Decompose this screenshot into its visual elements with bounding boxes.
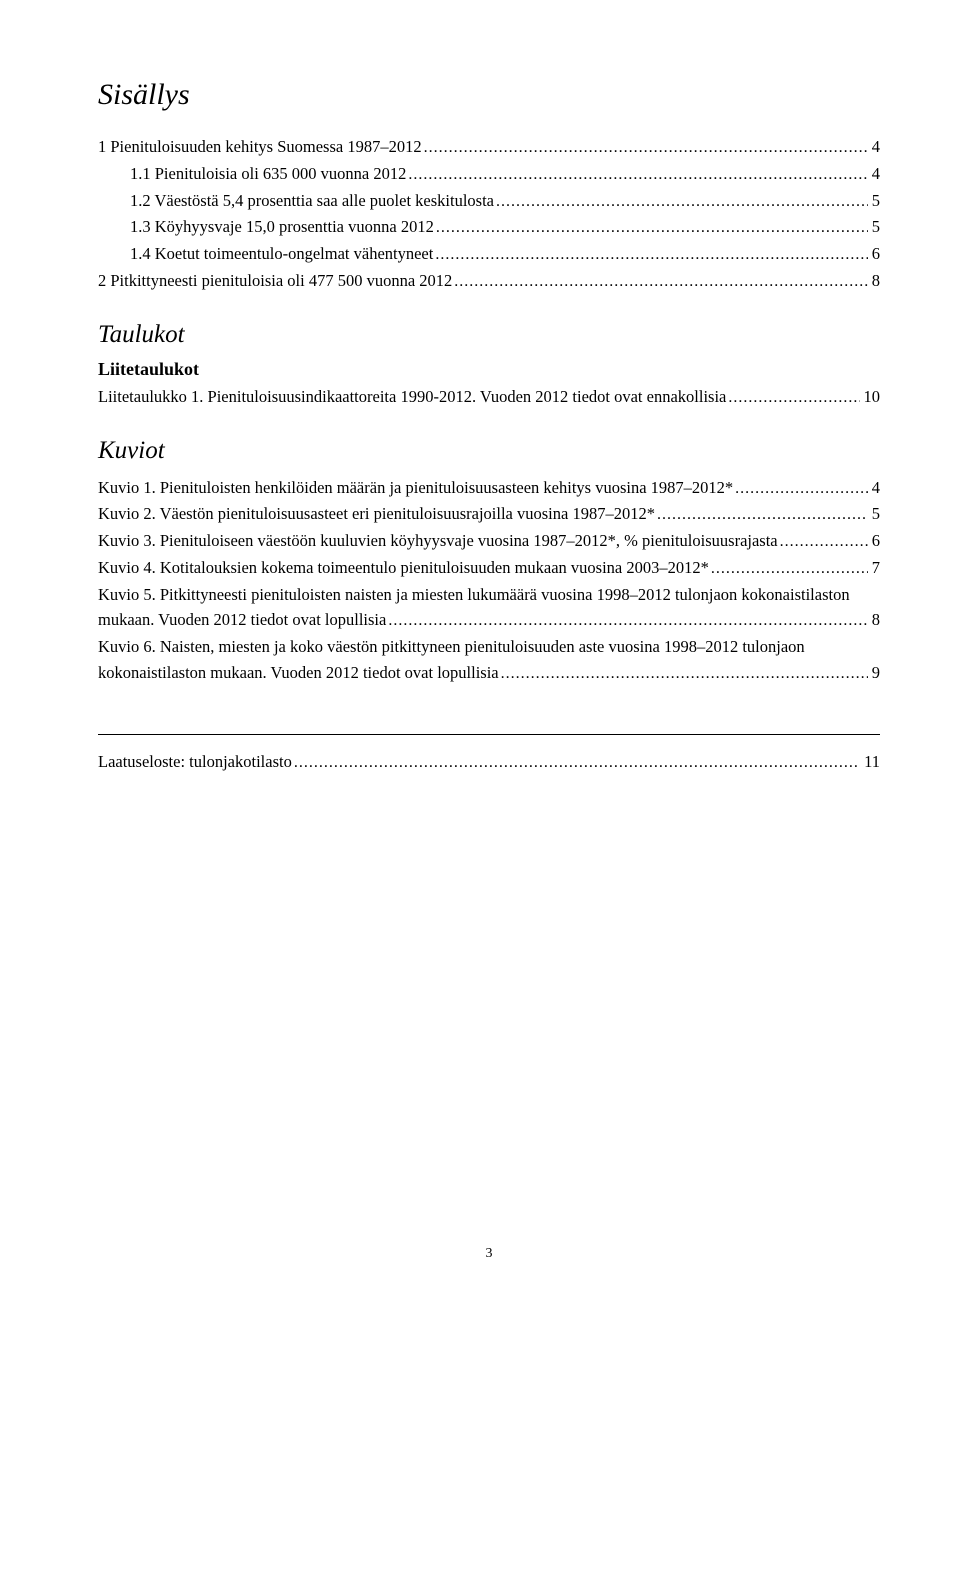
toc-page: 5	[870, 501, 880, 527]
toc-kuvio-5-line1[interactable]: Kuvio 5. Pitkittyneesti pienituloisten n…	[98, 582, 880, 608]
toc-page: 5	[870, 188, 880, 214]
separator	[98, 734, 880, 735]
toc-page: 4	[870, 475, 880, 501]
toc-item-1-4[interactable]: 1.4 Koetut toimeentulo-ongelmat vähentyn…	[98, 241, 880, 268]
toc-label: kokonaistilaston mukaan. Vuoden 2012 tie…	[98, 660, 499, 686]
toc-item-1-2[interactable]: 1.2 Väestöstä 5,4 prosenttia saa alle pu…	[98, 188, 880, 215]
toc-kuvio-6-line2[interactable]: kokonaistilaston mukaan. Vuoden 2012 tie…	[98, 660, 880, 687]
toc-page: 9	[870, 660, 880, 686]
toc-label: Laatuseloste: tulonjakotilasto	[98, 749, 292, 775]
toc-kuvio-6-line1[interactable]: Kuvio 6. Naisten, miesten ja koko väestö…	[98, 634, 880, 660]
toc-laatuseloste[interactable]: Laatuseloste: tulonjakotilasto 11	[98, 749, 880, 776]
toc-leader	[388, 607, 867, 634]
toc-item-1-3[interactable]: 1.3 Köyhyysvaje 15,0 prosenttia vuonna 2…	[98, 214, 880, 241]
toc-page: 5	[870, 214, 880, 240]
toc-leader	[436, 214, 868, 241]
toc-page: 11	[862, 749, 880, 775]
toc-kuvio-2[interactable]: Kuvio 2. Väestön pienituloisuusasteet er…	[98, 501, 880, 528]
section-taulukot: Taulukot	[98, 321, 880, 349]
toc-liitetaulukko-1[interactable]: Liitetaulukko 1. Pienituloisuusindikaatt…	[98, 384, 880, 411]
toc-page: 10	[862, 384, 881, 410]
page-number: 3	[98, 1246, 880, 1262]
toc-label: 1.2 Väestöstä 5,4 prosenttia saa alle pu…	[130, 188, 494, 214]
toc-page: 7	[870, 555, 880, 581]
toc-label: 1.1 Pienituloisia oli 635 000 vuonna 201…	[130, 161, 406, 187]
toc-page: 8	[870, 607, 880, 633]
toc-kuvio-3[interactable]: Kuvio 3. Pienituloiseen väestöön kuuluvi…	[98, 528, 880, 555]
toc-leader	[657, 501, 868, 528]
toc-chapter-1[interactable]: 1 Pienituloisuuden kehitys Suomessa 1987…	[98, 134, 880, 161]
toc-kuvio-5-line2[interactable]: mukaan. Vuoden 2012 tiedot ovat lopullis…	[98, 607, 880, 634]
toc-kuvio-1[interactable]: Kuvio 1. Pienituloisten henkilöiden määr…	[98, 475, 880, 502]
toc-label: Kuvio 2. Väestön pienituloisuusasteet er…	[98, 501, 655, 527]
toc-page: 4	[870, 161, 880, 187]
toc-label: 1 Pienituloisuuden kehitys Suomessa 1987…	[98, 134, 422, 160]
toc-leader	[454, 268, 867, 295]
toc-label: Kuvio 3. Pienituloiseen väestöön kuuluvi…	[98, 528, 778, 554]
toc-page: 6	[870, 528, 880, 554]
toc-label: Liitetaulukko 1. Pienituloisuusindikaatt…	[98, 384, 726, 410]
toc-page: 8	[870, 268, 880, 294]
toc-label: Kuvio 1. Pienituloisten henkilöiden määr…	[98, 475, 733, 501]
toc-leader	[424, 134, 868, 161]
toc-item-1-1[interactable]: 1.1 Pienituloisia oli 635 000 vuonna 201…	[98, 161, 880, 188]
toc-page: 6	[870, 241, 880, 267]
section-kuviot: Kuviot	[98, 437, 880, 465]
subheading-liitetaulukot: Liitetaulukot	[98, 359, 880, 380]
toc-leader	[711, 555, 868, 582]
page-title: Sisällys	[98, 78, 880, 112]
toc-leader	[780, 528, 868, 555]
toc-kuvio-4[interactable]: Kuvio 4. Kotitalouksien kokema toimeentu…	[98, 555, 880, 582]
toc-label: 1.3 Köyhyysvaje 15,0 prosenttia vuonna 2…	[130, 214, 434, 240]
toc-leader	[408, 161, 867, 188]
toc-label: Kuvio 4. Kotitalouksien kokema toimeentu…	[98, 555, 709, 581]
toc-page: 4	[870, 134, 880, 160]
toc-leader	[435, 241, 867, 268]
toc-leader	[294, 749, 860, 776]
toc-label: mukaan. Vuoden 2012 tiedot ovat lopullis…	[98, 607, 386, 633]
toc-label: 1.4 Koetut toimeentulo-ongelmat vähentyn…	[130, 241, 433, 267]
toc-leader	[496, 188, 868, 215]
toc-chapter-2[interactable]: 2 Pitkittyneesti pienituloisia oli 477 5…	[98, 268, 880, 295]
toc-leader	[501, 660, 868, 687]
toc-leader	[728, 384, 859, 411]
toc-leader	[735, 475, 868, 502]
toc-label: 2 Pitkittyneesti pienituloisia oli 477 5…	[98, 268, 452, 294]
